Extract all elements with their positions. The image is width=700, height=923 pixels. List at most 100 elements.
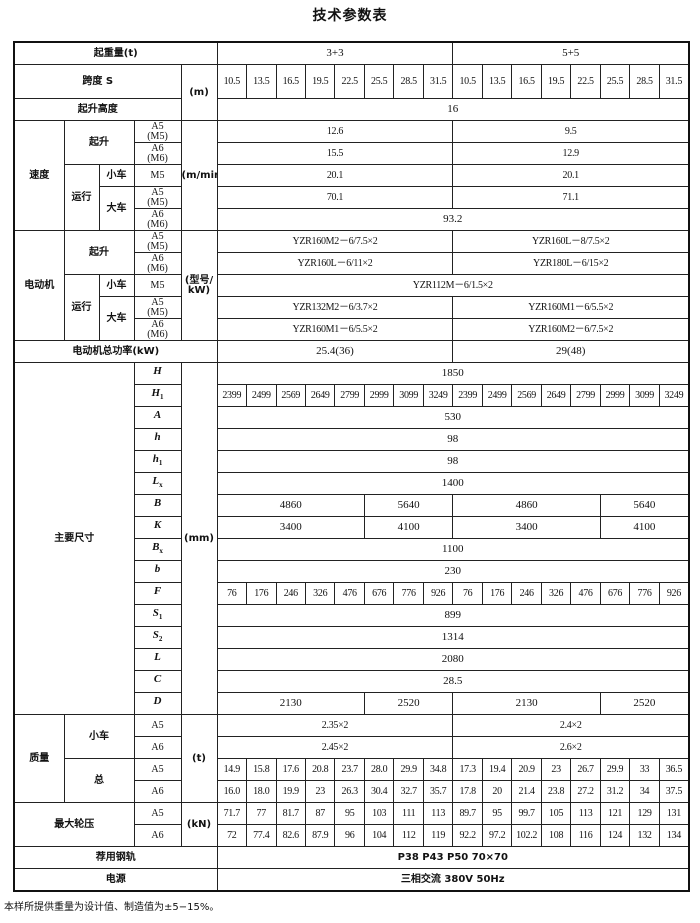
dimension-value: 2130 (216, 692, 365, 715)
dimension-symbol-letter: F (153, 584, 162, 597)
span-value: 13.5 (481, 64, 513, 99)
dimension-value: 476 (570, 582, 601, 605)
capacity-label: 起重量(t) (13, 41, 218, 65)
dimension-value: 2569 (275, 384, 306, 407)
dimension-symbol: h1 (133, 450, 182, 473)
wheel-load-value: 103 (363, 802, 395, 825)
wheel-load-value: 95 (334, 802, 365, 825)
dimension-value: 899 (216, 604, 690, 627)
span-value: 28.5 (393, 64, 424, 99)
mass-value: 34.8 (422, 758, 454, 781)
dimension-value: 2999 (363, 384, 395, 407)
table-row: A6 (M6) YZR160M1－6/5.5×2 YZR160M2－6/7.5×2 (14, 318, 690, 341)
duty-label: A5 (133, 802, 182, 825)
total-power-value: 25.4(36) (216, 340, 454, 363)
motor-model: YZR160M2－6/7.5×2 (452, 318, 690, 341)
motor-model: YZR132M2－6/3.7×2 (216, 296, 454, 319)
rail-value: P38 P43 P50 70×70 (216, 846, 690, 869)
capacity-value: 5+5 (452, 41, 690, 65)
mass-value: 29.9 (393, 758, 424, 781)
wheel-load-value: 104 (363, 824, 395, 847)
speed-value: 70.1 (216, 186, 454, 209)
mass-value: 34 (629, 780, 660, 803)
wheel-load-value: 99.7 (511, 802, 542, 825)
mass-value: 35.7 (422, 780, 454, 803)
mass-value: 23.7 (334, 758, 365, 781)
trolley-label: 小车 (63, 714, 135, 759)
table-row: 总 A5 14.9 15.8 17.6 20.8 23.7 28.0 29.9 34.8 17.3 1… (14, 758, 690, 803)
dimension-value: 246 (275, 582, 306, 605)
speed-value: 20.1 (452, 164, 690, 187)
dimension-symbol: H (133, 362, 182, 385)
dimension-value: 4860 (216, 494, 365, 517)
mass-value: 23 (540, 758, 572, 781)
dimension-value: 776 (629, 582, 660, 605)
motor-model: YZR160M1－6/5.5×2 (216, 318, 454, 341)
dimension-value: 3099 (393, 384, 424, 407)
dimension-symbol: Lx (133, 472, 182, 495)
dimension-symbol: B (133, 494, 182, 517)
dimension-value: 2080 (216, 648, 690, 671)
dimension-symbol: Bx (133, 538, 182, 561)
technical-parameters-table: 起重量(t) 3+3 5+5 跨度 S (m) 10.5 13.5 16.5 19.5 22.5 2… (13, 41, 690, 892)
mass-value: 2.4×2 (452, 714, 690, 737)
dimension-symbol-letter: H (153, 364, 162, 377)
mass-value: 20.9 (511, 758, 542, 781)
dimension-symbol-subscript: x (159, 481, 163, 490)
speed-value: 20.1 (216, 164, 454, 187)
dimension-value: 676 (599, 582, 631, 605)
mass-value: 20 (481, 780, 513, 803)
dimension-value: 4100 (363, 516, 454, 539)
speed-value: 15.5 (216, 142, 454, 165)
mass-value: 32.7 (393, 780, 424, 803)
dimension-value: 76 (452, 582, 483, 605)
dimension-value: 2399 (216, 384, 248, 407)
duty-label: A6 (133, 780, 182, 803)
dimension-symbol-subscript: 1 (160, 393, 164, 402)
dimension-symbol: L (133, 648, 182, 671)
wheel-load-value: 87 (304, 802, 336, 825)
wheel-load-value: 77 (246, 802, 277, 825)
speed-value: 93.2 (216, 208, 690, 231)
hoist-label: 起升 (63, 230, 135, 275)
dimension-value: 2649 (540, 384, 572, 407)
dimension-symbol-subscript: 1 (158, 613, 163, 622)
motor-model: YZR112M－6/1.5×2 (216, 274, 690, 297)
motor-model: YZR160M1－6/5.5×2 (452, 296, 690, 319)
table-row: 跨度 S (m) 10.5 13.5 16.5 19.5 22.5 25.5 28.5 31.5 1… (13, 64, 690, 121)
dimension-symbol-letter: b (154, 562, 161, 575)
dimension-symbol: D (133, 692, 182, 715)
capacity-value: 3+3 (216, 41, 454, 65)
dimension-value: 1314 (216, 626, 690, 649)
dimension-value: 530 (216, 406, 690, 429)
span-label: 跨度 S (13, 64, 182, 99)
dimension-symbol-letter: A (153, 408, 162, 421)
dimension-symbol-subscript: 2 (158, 635, 163, 644)
wheel-load-value: 92.2 (452, 824, 483, 847)
crane-label: 大车 (98, 186, 135, 231)
wheel-load-value: 71.7 (216, 802, 248, 825)
total-power-value: 29(48) (452, 340, 690, 363)
dimension-symbol-subscript: 1 (158, 459, 163, 468)
table-row: 质量 小车 A5 (t) 2.35×2 2.4×2 (13, 714, 690, 803)
dimension-value: 3249 (658, 384, 690, 407)
dimension-value: 5640 (363, 494, 454, 517)
dimension-symbol: S2 (133, 626, 182, 649)
table-row: 主要尺寸 H (mm) 1850 (13, 362, 690, 715)
motor-label: 电动机 (13, 230, 65, 341)
dimension-value: 1400 (216, 472, 690, 495)
travel-label: 运行 (63, 274, 100, 341)
span-value: 16.5 (275, 64, 306, 99)
dimension-value: 2130 (452, 692, 601, 715)
dimension-value: 2999 (599, 384, 631, 407)
mass-value: 2.6×2 (452, 736, 690, 759)
unit-cell: (mm) (180, 362, 218, 715)
duty-label: A5 (133, 714, 182, 737)
dimension-value: 3249 (422, 384, 454, 407)
mass-value: 19.4 (481, 758, 513, 781)
dimension-value: 2569 (511, 384, 542, 407)
rail-label: 荐用钢轨 (13, 846, 218, 869)
speed-value: 71.1 (452, 186, 690, 209)
motor-model: YZR160L－8/7.5×2 (452, 230, 690, 253)
footnote: 本样所提供重量为设计值、制造值为±5−15%。 (4, 902, 220, 913)
